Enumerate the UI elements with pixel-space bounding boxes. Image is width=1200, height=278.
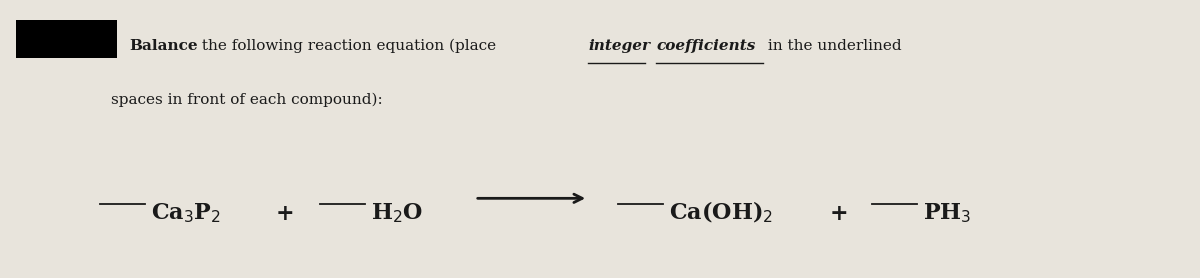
Text: coefficients: coefficients [656, 39, 755, 53]
Text: Ca(OH)$_2$: Ca(OH)$_2$ [670, 200, 773, 225]
Text: Ca$_3$P$_2$: Ca$_3$P$_2$ [151, 202, 221, 225]
Text: spaces in front of each compound):: spaces in front of each compound): [112, 92, 383, 107]
Text: PH$_3$: PH$_3$ [923, 202, 972, 225]
Text: Balance: Balance [130, 39, 198, 53]
Text: +: + [830, 203, 848, 225]
Text: H$_2$O: H$_2$O [371, 202, 424, 225]
Bar [16, 20, 118, 58]
Text: the following reaction equation (place: the following reaction equation (place [197, 38, 502, 53]
Text: +: + [276, 203, 294, 225]
Text: in the underlined: in the underlined [763, 39, 902, 53]
Text: integer: integer [588, 39, 650, 53]
